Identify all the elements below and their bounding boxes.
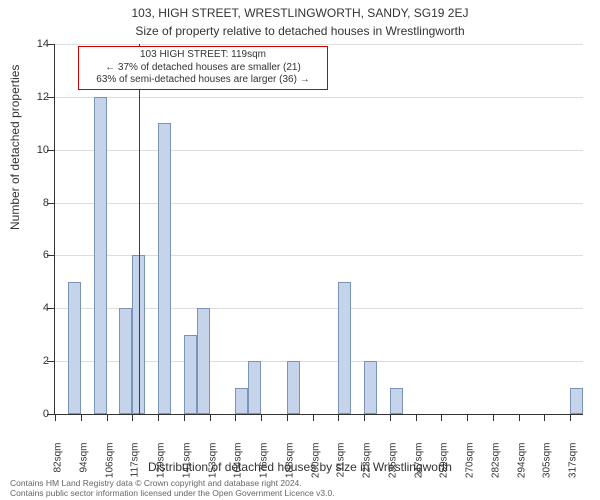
histogram-bar <box>94 97 107 414</box>
chart-title-sub: Size of property relative to detached ho… <box>0 24 600 38</box>
chart-title-main: 103, HIGH STREET, WRESTLINGWORTH, SANDY,… <box>0 6 600 20</box>
x-tick <box>390 415 391 421</box>
y-tick-label: 4 <box>19 302 49 314</box>
x-tick <box>81 415 82 421</box>
x-tick <box>158 415 159 421</box>
x-tick <box>467 415 468 421</box>
histogram-bar <box>364 361 377 414</box>
annotation-line: 63% of semi-detached houses are larger (… <box>85 74 321 87</box>
plot-area: 0246810121482sqm94sqm106sqm117sqm129sqm1… <box>54 44 583 415</box>
gridline <box>55 203 583 204</box>
x-tick <box>441 415 442 421</box>
gridline <box>55 44 583 45</box>
x-tick <box>210 415 211 421</box>
footer-line-2: Contains public sector information licen… <box>10 488 335 498</box>
y-tick-label: 14 <box>19 38 49 50</box>
x-tick <box>55 415 56 421</box>
x-tick <box>184 415 185 421</box>
y-tick-label: 12 <box>19 91 49 103</box>
x-tick <box>287 415 288 421</box>
histogram-bar <box>287 361 300 414</box>
x-tick <box>570 415 571 421</box>
footer-line-1: Contains HM Land Registry data © Crown c… <box>10 478 335 488</box>
histogram-bar <box>184 335 197 414</box>
y-tick-label: 0 <box>19 408 49 420</box>
x-tick <box>493 415 494 421</box>
x-tick <box>416 415 417 421</box>
y-tick-label: 10 <box>19 144 49 156</box>
y-tick-label: 6 <box>19 249 49 261</box>
x-tick <box>261 415 262 421</box>
histogram-bar <box>197 308 210 414</box>
histogram-bar <box>248 361 261 414</box>
histogram-bar <box>158 123 171 414</box>
x-tick <box>107 415 108 421</box>
annotation-line: ← 37% of detached houses are smaller (21… <box>85 62 321 75</box>
y-tick-label: 2 <box>19 355 49 367</box>
x-axis-title: Distribution of detached houses by size … <box>0 460 600 474</box>
histogram-chart: 103, HIGH STREET, WRESTLINGWORTH, SANDY,… <box>0 0 600 500</box>
annotation-line: 103 HIGH STREET: 119sqm <box>85 49 321 62</box>
gridline <box>55 150 583 151</box>
histogram-bar <box>338 282 351 414</box>
histogram-bar <box>119 308 132 414</box>
x-tick <box>313 415 314 421</box>
x-tick <box>338 415 339 421</box>
x-tick <box>235 415 236 421</box>
histogram-bar <box>570 388 583 414</box>
annotation-box: 103 HIGH STREET: 119sqm← 37% of detached… <box>78 46 328 90</box>
gridline <box>55 97 583 98</box>
x-tick <box>364 415 365 421</box>
x-tick <box>544 415 545 421</box>
x-tick <box>132 415 133 421</box>
x-tick <box>519 415 520 421</box>
histogram-bar <box>235 388 248 414</box>
footer-attribution: Contains HM Land Registry data © Crown c… <box>10 478 335 498</box>
y-tick-label: 8 <box>19 197 49 209</box>
reference-line <box>139 44 140 414</box>
histogram-bar <box>68 282 81 414</box>
histogram-bar <box>390 388 403 414</box>
